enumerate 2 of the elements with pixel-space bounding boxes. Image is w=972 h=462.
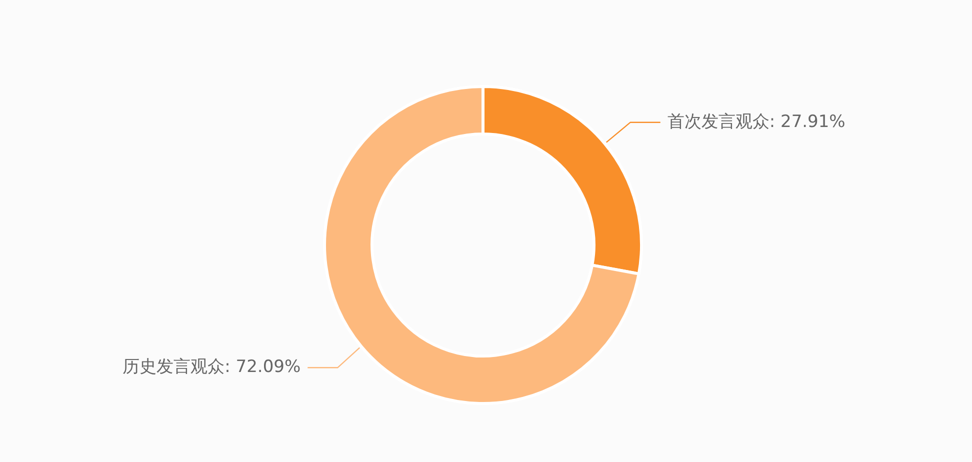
slice-label: 首次发言观众: 27.91%: [667, 112, 846, 132]
slice-label: 历史发言观众: 72.09%: [122, 357, 301, 378]
